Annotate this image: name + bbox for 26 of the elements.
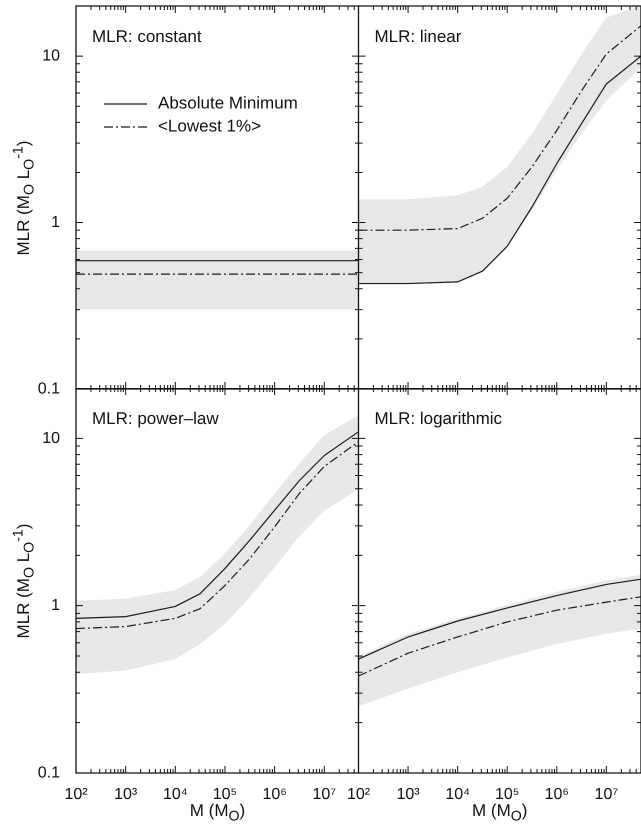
x-tick-label: 10² (346, 786, 371, 804)
y-tick-label: 10 (42, 430, 60, 447)
x-tick-label: 10⁴ (162, 786, 188, 804)
x-axis-title: M (M$_{O}$) (190, 801, 246, 824)
legend-label: <Lowest 1%> (158, 116, 262, 136)
x-tick-label: 10⁵ (212, 786, 238, 804)
x-tick-label: 10⁴ (445, 786, 470, 804)
y-tick-label: 0.1 (38, 764, 60, 782)
legend-label: Absolute Minimum (158, 94, 298, 113)
text: MLR: logarithmic (374, 409, 503, 428)
x-tick-label: 10⁵ (494, 786, 520, 804)
x-axis-title: M (M$_{O}$) (472, 801, 528, 824)
text: MLR: linear (374, 27, 462, 46)
x-tick-label: 10³ (396, 786, 420, 804)
x-tick-label: 10⁶ (262, 786, 287, 804)
x-tick-label: 10⁷ (312, 786, 336, 804)
text: MLR: constant (92, 27, 202, 46)
x-tick-label: 10³ (114, 786, 138, 804)
x-tick-label: 10² (64, 786, 88, 804)
x-tick-label: 10⁶ (544, 786, 569, 804)
y-tick-label: 1 (51, 597, 60, 614)
y-tick-label: 1 (51, 214, 60, 231)
y-tick-label: 10 (42, 48, 60, 65)
x-tick-label: 10⁷ (594, 786, 618, 804)
text: MLR: power–law (92, 409, 220, 428)
y-tick-label: 0.1 (38, 380, 60, 398)
